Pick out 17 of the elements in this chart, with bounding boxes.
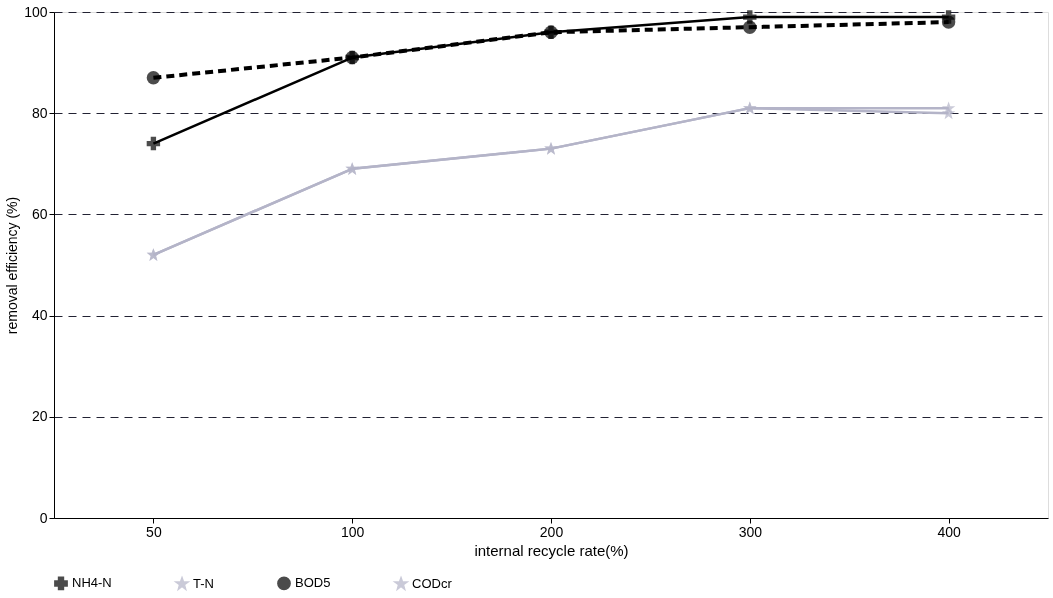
y-tick-label: 0 <box>39 509 48 526</box>
y-tick-label: 40 <box>31 307 48 324</box>
x-tick-label: 50 <box>146 523 162 540</box>
y-tick-label: 100 <box>24 3 48 20</box>
legend-label: T-N <box>193 575 214 591</box>
y-axis-title: removal efficiency (%) <box>4 196 21 335</box>
y-tick-label: 20 <box>31 408 48 425</box>
x-axis-title: internal recycle rate(%) <box>474 541 629 559</box>
y-tick-label: 60 <box>31 205 48 222</box>
y-tick-label: 80 <box>31 104 48 121</box>
x-tick-label: 400 <box>937 523 961 540</box>
x-tick-label: 300 <box>738 523 763 540</box>
legend-label: NH4-N <box>72 575 112 591</box>
legend-label: CODcr <box>412 575 453 591</box>
legend-label: BOD5 <box>295 575 331 591</box>
x-tick-label: 200 <box>539 523 564 540</box>
x-tick-label: 100 <box>341 523 365 540</box>
